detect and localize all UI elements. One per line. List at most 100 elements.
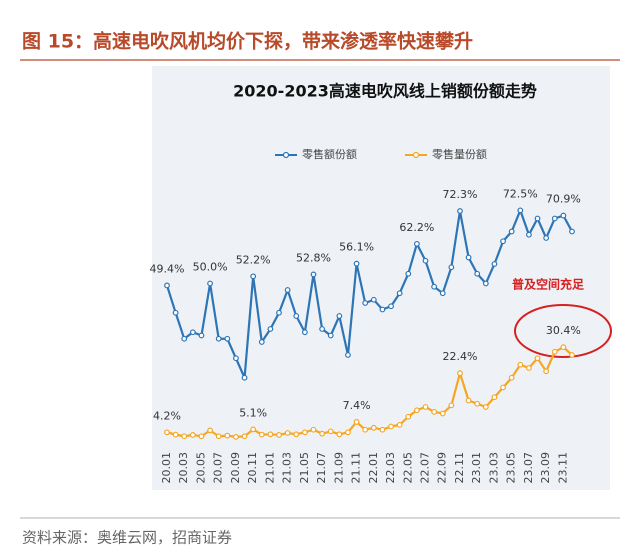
data-point xyxy=(233,355,239,362)
data-point xyxy=(310,426,317,433)
data-point xyxy=(500,384,506,391)
data-point xyxy=(181,433,188,440)
data-point xyxy=(422,404,429,410)
x-tick-label: 21.05 xyxy=(298,452,311,484)
data-point xyxy=(508,228,515,235)
x-tick-label: 20.09 xyxy=(229,452,242,484)
data-point xyxy=(327,332,334,339)
data-point xyxy=(413,240,420,247)
data-point xyxy=(250,426,257,433)
data-label: 70.9% xyxy=(546,193,581,206)
data-point xyxy=(207,427,213,434)
data-point xyxy=(241,374,248,381)
data-point xyxy=(164,429,170,436)
x-tick-label: 20.05 xyxy=(194,452,207,484)
data-label: 62.2% xyxy=(399,221,434,234)
data-point xyxy=(336,313,343,319)
x-tick-label: 23.05 xyxy=(505,452,518,484)
data-point xyxy=(534,215,541,222)
legend-label: 零售额份额 xyxy=(302,147,357,161)
data-point xyxy=(215,335,222,342)
x-tick-label: 23.09 xyxy=(539,452,552,484)
data-point xyxy=(284,287,291,293)
data-point xyxy=(569,352,575,358)
data-point xyxy=(474,270,481,277)
data-point xyxy=(482,280,489,287)
data-point xyxy=(276,432,282,438)
data-point xyxy=(345,429,351,436)
data-point xyxy=(301,429,308,436)
data-point xyxy=(560,212,567,219)
x-tick-label: 22.11 xyxy=(453,452,466,484)
source: 资料来源：奥维云网，招商证券 xyxy=(22,529,232,547)
data-point xyxy=(276,309,282,316)
data-point xyxy=(431,408,438,415)
x-tick-label: 22.03 xyxy=(384,452,397,484)
data-point xyxy=(413,407,420,414)
x-tick-label: 21.03 xyxy=(281,452,294,484)
figure-caption: 图 15：高速电吹风机均价下探，带来渗透率快速攀升 xyxy=(22,30,473,53)
data-point xyxy=(198,332,205,339)
data-label: 22.4% xyxy=(443,350,478,363)
x-tick-label: 20.11 xyxy=(246,452,259,484)
data-point xyxy=(293,313,300,319)
data-label: 52.8% xyxy=(296,251,331,264)
data-point xyxy=(474,400,481,407)
data-label: 30.4% xyxy=(546,324,581,337)
data-point xyxy=(431,283,438,290)
data-point xyxy=(284,430,291,436)
data-point xyxy=(526,365,532,371)
chart-title: 2020-2023高速电吹风线上销额份额走势 xyxy=(233,82,537,101)
data-point xyxy=(336,431,343,438)
x-tick-label: 21.11 xyxy=(350,452,363,484)
data-point xyxy=(560,344,567,351)
x-tick-label: 23.11 xyxy=(556,452,569,484)
x-tick-label: 22.07 xyxy=(419,452,432,484)
data-point xyxy=(491,394,498,401)
data-point xyxy=(508,374,515,381)
data-point xyxy=(224,335,231,342)
data-label: 52.2% xyxy=(236,253,271,266)
legend-marker xyxy=(412,151,420,159)
data-point xyxy=(569,228,575,235)
data-label: 49.4% xyxy=(150,262,185,275)
data-point xyxy=(517,361,524,368)
data-label: 56.1% xyxy=(339,241,374,254)
data-point xyxy=(439,410,446,417)
data-point xyxy=(491,261,498,267)
x-tick-label: 22.05 xyxy=(401,452,414,484)
data-point xyxy=(482,404,489,410)
data-point xyxy=(267,326,274,332)
data-point xyxy=(181,335,188,342)
data-point xyxy=(439,290,446,297)
data-label: 72.5% xyxy=(503,187,538,200)
data-point xyxy=(396,290,403,297)
data-point xyxy=(310,271,317,278)
data-point xyxy=(241,433,248,440)
data-point xyxy=(526,231,532,238)
data-point xyxy=(457,208,463,214)
data-point xyxy=(379,426,386,433)
data-point xyxy=(551,348,558,355)
x-tick-label: 20.03 xyxy=(177,452,190,484)
x-tick-label: 20.07 xyxy=(212,452,225,484)
annotation: 普及空间充足 xyxy=(512,277,584,292)
data-point xyxy=(250,273,257,280)
data-point xyxy=(396,421,403,428)
data-point xyxy=(293,431,300,438)
x-tick-label: 23.03 xyxy=(487,452,500,484)
data-label: 4.2% xyxy=(153,409,181,422)
data-point xyxy=(534,355,541,362)
data-point xyxy=(327,428,334,435)
data-point xyxy=(465,254,472,261)
data-point xyxy=(189,432,196,438)
data-point xyxy=(517,207,524,214)
chart-background xyxy=(152,66,610,490)
data-point xyxy=(172,309,179,316)
x-tick-label: 21.09 xyxy=(332,452,345,484)
data-point xyxy=(198,433,205,440)
data-point xyxy=(500,238,506,245)
data-point xyxy=(301,329,308,336)
data-label: 72.3% xyxy=(443,188,478,201)
